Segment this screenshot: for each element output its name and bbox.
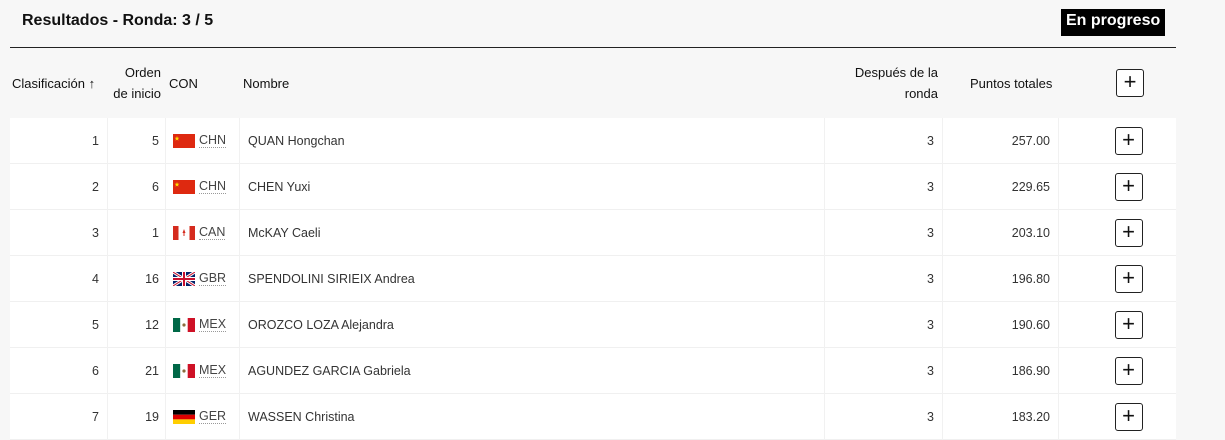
total-points-cell: 203.10 — [943, 210, 1059, 256]
noc-code[interactable]: GER — [199, 409, 227, 425]
uk-flag-icon — [173, 271, 199, 286]
after-round-cell: 3 — [825, 118, 943, 164]
status-badge: En progreso — [1061, 9, 1166, 36]
after-round-cell: 3 — [825, 256, 943, 302]
header-rank[interactable]: Clasificación ↑ — [10, 48, 108, 118]
expand-all-button[interactable]: + — [1116, 69, 1144, 97]
noc-cell: MEX — [166, 302, 240, 348]
athlete-name: McKAY Caeli — [240, 210, 825, 256]
start-order-cell: 1 — [108, 210, 166, 256]
china-flag-icon — [173, 133, 199, 148]
total-points-cell: 183.20 — [943, 394, 1059, 440]
header-start-order: Orden de inicio — [108, 48, 166, 118]
total-points-cell: 190.60 — [943, 302, 1059, 348]
after-round-cell: 3 — [825, 210, 943, 256]
noc-code[interactable]: MEX — [199, 363, 227, 379]
athlete-name: SPENDOLINI SIRIEIX Andrea — [240, 256, 825, 302]
start-order-cell: 6 — [108, 164, 166, 210]
start-order-cell: 19 — [108, 394, 166, 440]
rank-cell: 4 — [10, 256, 108, 302]
noc-cell: CHN — [166, 118, 240, 164]
rank-cell: 5 — [10, 302, 108, 348]
after-round-cell: 3 — [825, 164, 943, 210]
athlete-name: OROZCO LOZA Alejandra — [240, 302, 825, 348]
table-row: 4 16 GBR SPENDOLINI SIRIEIX Andrea 3 196… — [10, 256, 1176, 302]
table-row: 1 5 CHN QUAN Hongchan 3 257.00 + — [10, 118, 1176, 164]
mexico-flag-icon — [173, 317, 199, 332]
table-row: 6 21 MEX AGUNDEZ GARCIA Gabriela 3 186.9… — [10, 348, 1176, 394]
after-round-cell: 3 — [825, 302, 943, 348]
start-order-cell: 21 — [108, 348, 166, 394]
mexico-flag-icon — [173, 363, 199, 378]
header-noc: CON — [166, 48, 240, 118]
germany-flag-icon — [173, 409, 199, 424]
start-order-cell: 5 — [108, 118, 166, 164]
table-row: 2 6 CHN CHEN Yuxi 3 229.65 + — [10, 164, 1176, 210]
table-row: 3 1 CAN McKAY Caeli 3 203.10 + — [10, 210, 1176, 256]
noc-code[interactable]: GBR — [199, 271, 227, 287]
total-points-cell: 229.65 — [943, 164, 1059, 210]
noc-cell: MEX — [166, 348, 240, 394]
results-table: Clasificación ↑ Orden de inicio CON Nomb… — [10, 48, 1176, 440]
rank-cell: 3 — [10, 210, 108, 256]
total-points-cell: 257.00 — [943, 118, 1059, 164]
expand-row-button[interactable]: + — [1114, 356, 1143, 385]
header-name: Nombre — [240, 48, 825, 118]
noc-code[interactable]: MEX — [199, 317, 227, 333]
header-after-round: Después de la ronda — [825, 48, 943, 118]
noc-cell: GBR — [166, 256, 240, 302]
noc-cell: CHN — [166, 164, 240, 210]
table-row: 7 19 GER WASSEN Christina 3 183.20 + — [10, 394, 1176, 440]
expand-row-button[interactable]: + — [1114, 264, 1143, 293]
table-row: 5 12 MEX OROZCO LOZA Alejandra 3 190.60 … — [10, 302, 1176, 348]
noc-cell: GER — [166, 394, 240, 440]
athlete-name: CHEN Yuxi — [240, 164, 825, 210]
noc-code[interactable]: CAN — [199, 225, 226, 241]
expand-row-button[interactable]: + — [1114, 402, 1143, 431]
athlete-name: QUAN Hongchan — [240, 118, 825, 164]
china-flag-icon — [173, 179, 199, 194]
total-points-cell: 196.80 — [943, 256, 1059, 302]
rank-cell: 6 — [10, 348, 108, 394]
rank-cell: 7 — [10, 394, 108, 440]
rank-cell: 2 — [10, 164, 108, 210]
athlete-name: WASSEN Christina — [240, 394, 825, 440]
header-total: Puntos totales — [943, 48, 1059, 118]
expand-row-button[interactable]: + — [1114, 310, 1143, 339]
expand-row-button[interactable]: + — [1114, 218, 1143, 247]
after-round-cell: 3 — [825, 394, 943, 440]
after-round-cell: 3 — [825, 348, 943, 394]
canada-flag-icon — [173, 225, 199, 240]
noc-code[interactable]: CHN — [199, 179, 227, 195]
page-title: Resultados - Ronda: 3 / 5 — [22, 12, 214, 29]
total-points-cell: 186.90 — [943, 348, 1059, 394]
start-order-cell: 12 — [108, 302, 166, 348]
table-header: Clasificación ↑ Orden de inicio CON Nomb… — [10, 48, 1176, 118]
athlete-name: AGUNDEZ GARCIA Gabriela — [240, 348, 825, 394]
divider — [10, 47, 1176, 48]
expand-row-button[interactable]: + — [1114, 126, 1143, 155]
rank-cell: 1 — [10, 118, 108, 164]
start-order-cell: 16 — [108, 256, 166, 302]
noc-code[interactable]: CHN — [199, 133, 227, 149]
expand-row-button[interactable]: + — [1114, 172, 1143, 201]
noc-cell: CAN — [166, 210, 240, 256]
